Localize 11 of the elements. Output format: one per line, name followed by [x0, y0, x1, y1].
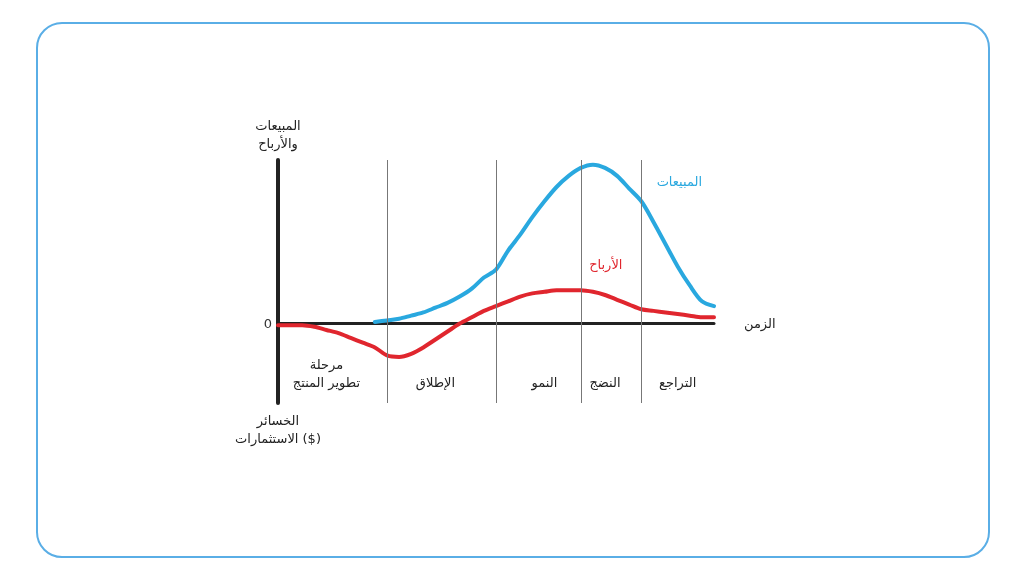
x-tick-label: النمو [530, 374, 558, 391]
x-tick-label: النضج [589, 374, 621, 391]
text: 0 [263, 316, 272, 332]
x-tick-label: مرحلة تطوير المنتج [292, 356, 361, 391]
x-tick-label: الإطلاق [415, 374, 456, 391]
series-label: الأرباح [589, 256, 623, 274]
text: الخسائر الاستثمارات ($) [235, 412, 321, 447]
x-tick-label: التراجع [659, 374, 697, 391]
series-label: المبيعات [656, 174, 703, 190]
x-axis-title: الزمن [744, 316, 776, 333]
y-axis-title: المبيعات والأرباح [255, 117, 301, 152]
